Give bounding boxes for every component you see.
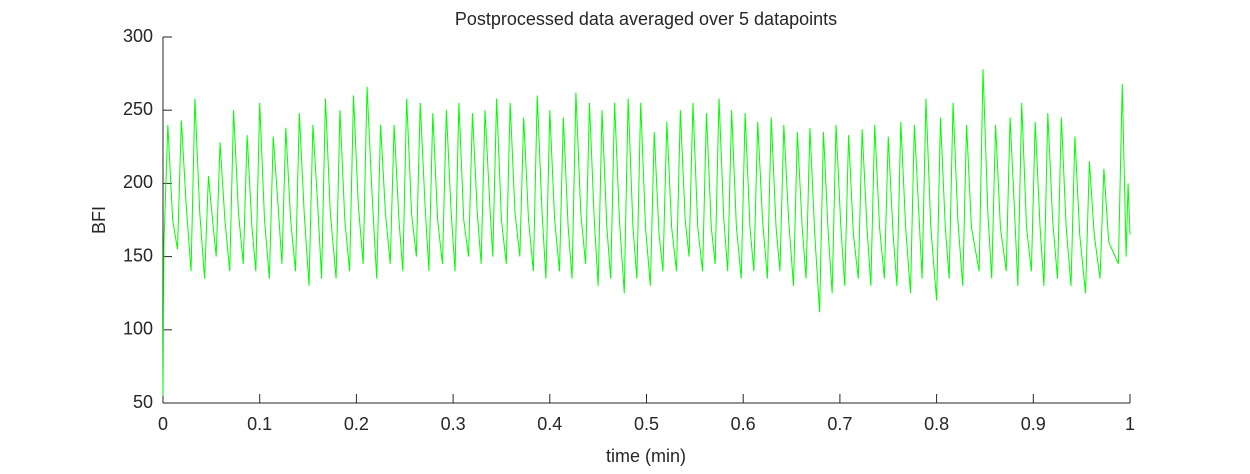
x-tick-label: 1: [1125, 414, 1135, 434]
y-axis-label: BFI: [89, 206, 109, 234]
y-tick-label: 50: [133, 392, 153, 412]
x-tick-label: 0.7: [827, 414, 852, 434]
x-tick-label: 0.9: [1021, 414, 1046, 434]
y-tick-label: 100: [123, 319, 153, 339]
y-tick-label: 300: [123, 26, 153, 46]
x-tick-label: 0.8: [924, 414, 949, 434]
x-tick-label: 0.4: [537, 414, 562, 434]
x-axis-label: time (min): [606, 446, 686, 466]
y-tick-label: 150: [123, 245, 153, 265]
y-tick-label: 250: [123, 99, 153, 119]
y-tick-label: 200: [123, 172, 153, 192]
x-tick-label: 0.3: [441, 414, 466, 434]
x-tick-label: 0.1: [247, 414, 272, 434]
x-tick-label: 0: [158, 414, 168, 434]
x-tick-label: 0.5: [634, 414, 659, 434]
data-line: [162, 69, 1131, 396]
x-tick-label: 0.6: [731, 414, 756, 434]
x-tick-label: 0.2: [344, 414, 369, 434]
chart-title: Postprocessed data averaged over 5 datap…: [455, 9, 837, 29]
